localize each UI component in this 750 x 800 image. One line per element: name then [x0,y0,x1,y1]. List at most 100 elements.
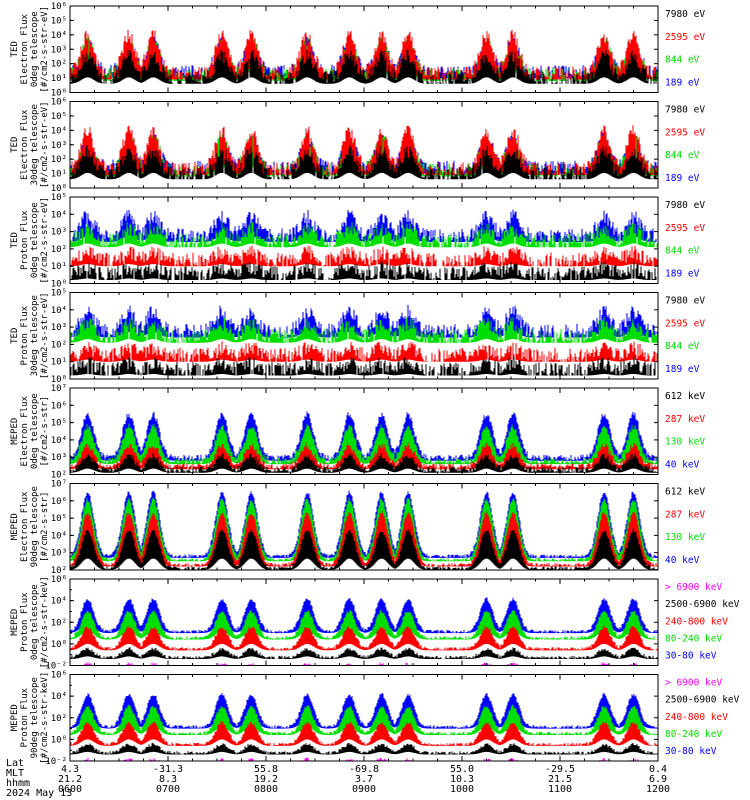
lat-tick-label: 55.8 [254,764,278,775]
y-axis-label: Proton Flux [20,305,30,365]
footer-labels: Lat MLT hhmm 2024 May 13 [6,759,72,799]
legend-entry: 7980 eV [665,105,705,116]
y-tick-label: 10⁻² [45,757,67,767]
y-tick-label: 10⁵ [51,193,67,203]
legend-entry: 189 eV [665,269,700,280]
legend-entry: 7980 eV [665,296,705,307]
y-tick-label: 10³ [51,141,67,151]
y-tick-label: 10⁵ [51,419,67,429]
panel-1: 10⁰ 10¹ 10² 10³ 10⁴ 10⁵ 10⁶ TED Electron Flux 0de… [10,2,705,99]
y-tick-label: 10⁴ [51,126,67,136]
x-axis-labels: 4.3 -31.3 55.8 -69.8 55.0 -29.5 0.4 21.2 8.3 19.2… [58,764,670,795]
legend-entry: 7980 eV [665,200,705,211]
lat-label: Lat [6,758,25,769]
y-axis-label: [#/cm2-s-str] [40,492,50,562]
legend-entry: 612 keV [665,487,705,498]
y-axis-label: Proton Flux [20,210,30,270]
y-axis-label: 0deg telescope [30,584,40,660]
y-axis-label: Electron Flux [20,491,30,562]
series-7980-ev-trace [70,356,656,376]
legend-entry: 80-240 keV [665,633,722,644]
y-axis-label: [#/cm2-s-str-eV] [40,6,50,93]
series-30-80-kev-trace [70,692,658,729]
mlt-tick-label: 3.7 [355,774,373,785]
series-80-240-kev-trace [70,704,658,735]
y-tick-label: 10⁶ [51,2,67,12]
series-2500-6900-kev-trace [70,742,658,755]
legend-entry: 844 eV [665,246,700,257]
lat-tick-label: 55.0 [450,764,474,775]
y-tick-label: 10² [51,340,67,350]
lat-tick-label: -31.3 [153,764,183,775]
y-tick-label: 10⁴ [51,531,67,541]
y-tick-label: 10⁶ [51,98,67,108]
y-tick-label: 10¹ [51,74,67,84]
hhmm-tick-label: 0900 [352,784,376,795]
panel-1-traces [70,29,658,84]
y-axis-label: 90deg telescope [30,486,40,567]
panel-7-traces [70,597,658,666]
hhmm-tick-label: 1000 [450,784,474,795]
panel-3-traces [70,209,658,280]
mlt-tick-label: 8.3 [159,774,177,785]
mlt-tick-label: 21.2 [58,774,82,785]
y-tick-label: 10⁷ [51,480,67,490]
y-tick-label: 10⁴ [51,210,67,220]
y-tick-label: 10¹ [51,262,67,272]
panel-3: 10⁰ 10¹ 10² 10³ 10⁴ 10⁵ TED Proton Flux 0deg tel… [10,193,705,290]
y-tick-label: 10² [51,714,67,724]
y-axis-label: Electron Flux [20,109,30,180]
y-tick-label: 10⁶ [51,575,67,585]
y-axis-label: 0deg telescope [30,393,40,469]
panel-5-traces [70,411,658,473]
y-tick-label: 10⁴ [51,31,67,41]
lat-tick-label: 0.4 [649,764,667,775]
y-tick-label: 10¹ [51,358,67,368]
legend-entry: 844 eV [665,150,700,161]
panel-6: 10² 10³ 10⁴ 10⁵ 10⁶ 10⁷ MEPED Electron Flux 90de… [10,480,705,577]
y-tick-label: 10⁴ [51,692,67,702]
legend-entry: 287 keV [665,414,705,425]
legend-entry: 30-80 keV [665,651,717,662]
y-axis-label: Proton Flux [20,687,30,747]
y-tick-label: 10⁰ [51,184,67,194]
y-tick-label: 10³ [51,453,67,463]
mlt-label: MLT [6,768,25,779]
series-240-800-kev-trace [70,625,658,651]
hhmm-label: hhmm [6,778,31,789]
legend-entry: 2500-6900 keV [665,695,740,706]
y-axis-label: MEPED [10,418,20,445]
y-axis-label: Proton Flux [20,592,30,652]
y-axis-label: 30deg telescope [30,104,40,185]
legend-entry: 287 keV [665,509,705,520]
panel-5: 10² 10³ 10⁴ 10⁵ 10⁶ 10⁷ MEPED Electron Flux 0deg… [10,384,705,481]
legend-entry: > 6900 keV [665,678,722,689]
y-tick-label: 10² [51,471,67,481]
hhmm-tick-label: 0700 [156,784,180,795]
y-axis-label: [#/cm2-s-str-keV] [40,576,50,668]
panel-2: 10⁰ 10¹ 10² 10³ 10⁴ 10⁵ 10⁶ TED Electron Flux 30d… [10,98,705,195]
y-axis-label: [#/cm2-s-str-eV] [40,101,50,188]
y-tick-label: 10² [51,566,67,576]
legend-entry: 130 keV [665,532,705,543]
legend-entry: 189 eV [665,173,700,184]
series-2595-ev-trace [70,341,658,362]
y-tick-label: 10⁴ [51,306,67,316]
legend-entry: 189 eV [665,364,700,375]
series-2595-ev-trace [70,245,658,267]
legend-entry: 844 eV [665,55,700,66]
y-tick-label: 10¹ [51,170,67,180]
legend-entry: 7980 eV [665,9,705,20]
y-tick-label: 10⁵ [51,514,67,524]
y-tick-label: 10² [51,245,67,255]
y-axis-label: [#/cm2-s-str] [40,396,50,466]
legend-entry: 40 keV [665,555,700,566]
y-axis-label: MEPED [10,704,20,731]
panel-4: 10⁰ 10¹ 10² 10³ 10⁴ 10⁵ TED Proton Flux 30deg te… [10,289,705,386]
y-tick-label: 10³ [51,323,67,333]
legend-entry: 80-240 keV [665,729,722,740]
y-tick-label: 10² [51,618,67,628]
panel-6-traces [70,490,658,570]
y-tick-label: 10⁰ [51,735,67,745]
y-tick-label: 10⁶ [51,497,67,507]
